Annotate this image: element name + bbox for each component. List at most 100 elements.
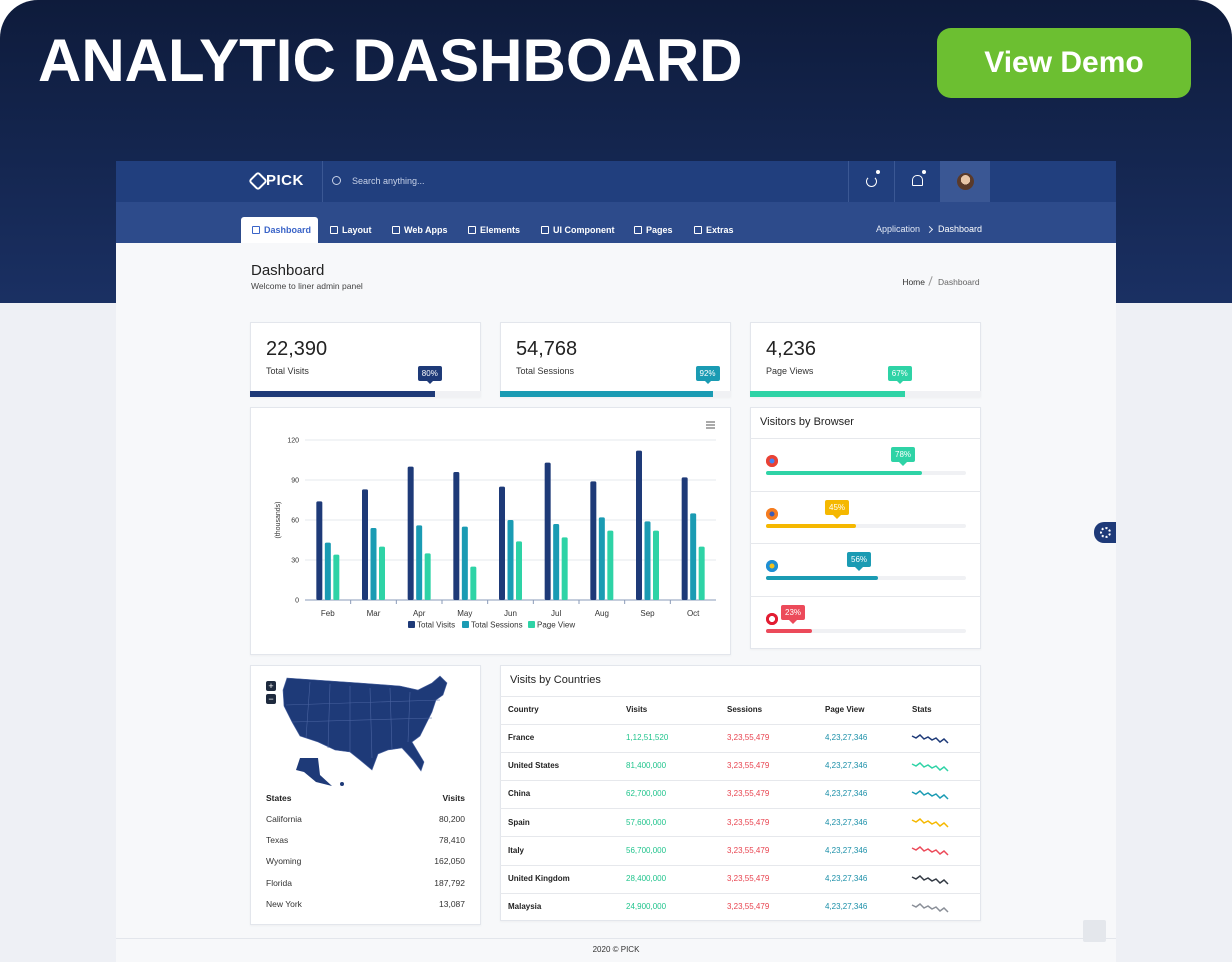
sparkline-line [911,790,949,800]
zoom-button[interactable]: + [266,681,276,691]
x-tick-label: Jul [551,609,561,618]
bar [499,486,505,600]
badge-arrow [703,380,712,388]
sparkline-line [911,734,949,744]
table-cell: 3,23,55,479 [727,873,770,883]
progress-bar [766,628,812,633]
footer: 2020 © PICK [592,945,640,955]
content-footer-line [116,938,1116,939]
bar [681,477,688,600]
row-divider [500,696,981,697]
row-divider [500,780,981,782]
legend-label: Total Sessions [471,621,523,630]
table-cell: 81,400,000 [626,761,667,771]
stat-card [750,322,981,397]
header-divider [894,161,895,202]
sparkline [911,818,949,828]
state-visits: 13,087 [439,898,465,909]
scroll-top[interactable] [1083,920,1106,942]
table-cell: 3,23,55,479 [727,901,770,911]
nav-item[interactable]: UI Component [553,224,615,235]
stat-card [250,322,481,397]
nav-icon [634,226,642,234]
y-tick-label: 90 [291,478,299,485]
state-line [369,687,373,759]
nav-item[interactable]: Extras [706,224,734,235]
bar [516,541,522,600]
row-divider [750,543,981,544]
badge-arrow [895,380,904,388]
sparkline [911,762,949,772]
state-line [327,683,331,749]
row-divider [500,808,981,810]
stat-value: 54,768 [516,338,578,360]
progress-badge: 45% [824,499,850,515]
row-divider [500,724,981,725]
table-cell: Italy [508,845,525,855]
table-header: Visits [626,705,648,715]
row-divider [500,892,981,894]
table-cell: United Kingdom [508,873,570,883]
progress-track [766,628,966,633]
active-tab[interactable] [241,217,318,243]
table-header: States [266,792,292,803]
nav-item[interactable]: Pages [646,224,673,235]
zoom-button[interactable]: − [266,694,276,704]
map-shape [296,758,332,786]
x-tick-label: Apr [413,609,426,618]
state-name: Florida [266,877,292,888]
table-cell: 24,900,000 [626,901,667,911]
settings-icon[interactable] [1100,527,1111,538]
bar [544,462,551,600]
bar [370,528,377,600]
bar [690,513,697,600]
badge-arrow [789,619,797,628]
nav-item[interactable]: Web Apps [404,224,448,235]
bell-icon[interactable] [912,175,923,186]
notify-dot [876,170,880,174]
progress-bar [766,471,922,475]
sparkline [911,874,949,885]
y-tick-label: 120 [287,438,299,445]
state-line [407,691,411,743]
table-cell: 4,23,27,346 [825,817,868,827]
stat-label: Total Sessions [516,365,575,376]
legend-label: Page View [537,621,575,630]
row-divider [750,595,981,597]
table-cell: 4,23,27,346 [825,761,868,771]
sparkline-line [911,818,949,828]
breadcrumb-item: Home [902,276,925,287]
card-title: Visitors by Browser [760,416,854,429]
header-divider [322,161,323,202]
avatar[interactable] [957,173,974,190]
demo-button[interactable]: View Demo [937,28,1191,98]
browser-icon [766,612,778,625]
bar [324,542,331,600]
table-cell: 4,23,27,346 [825,733,868,743]
nav-item[interactable]: Layout [342,224,372,235]
stat-card [500,322,731,397]
refresh-icon[interactable] [866,176,877,187]
search-icon[interactable] [332,176,341,185]
logo: PICK [266,172,304,189]
badge-arrow [899,462,907,470]
state-name: Wyoming [266,856,302,867]
sparkline-line [911,874,949,885]
us-map [282,675,448,786]
table-cell: Spain [508,817,530,827]
nav-item[interactable]: Elements [480,224,521,235]
y-tick-label: 30 [291,558,299,565]
nav-icon [694,226,702,234]
table-cell: 4,23,27,346 [825,789,868,799]
badge-arrow [855,567,863,575]
table-cell: 1,12,51,520 [626,733,669,743]
x-tick-label: Jun [504,609,517,618]
bar [698,546,705,600]
nav-item[interactable]: Dashboard [264,224,312,235]
y-tick-label: 0 [295,598,299,605]
breadcrumb-item: Application [876,223,921,234]
nav-icon [252,226,260,234]
map-shape [340,782,344,786]
bar [470,566,477,600]
